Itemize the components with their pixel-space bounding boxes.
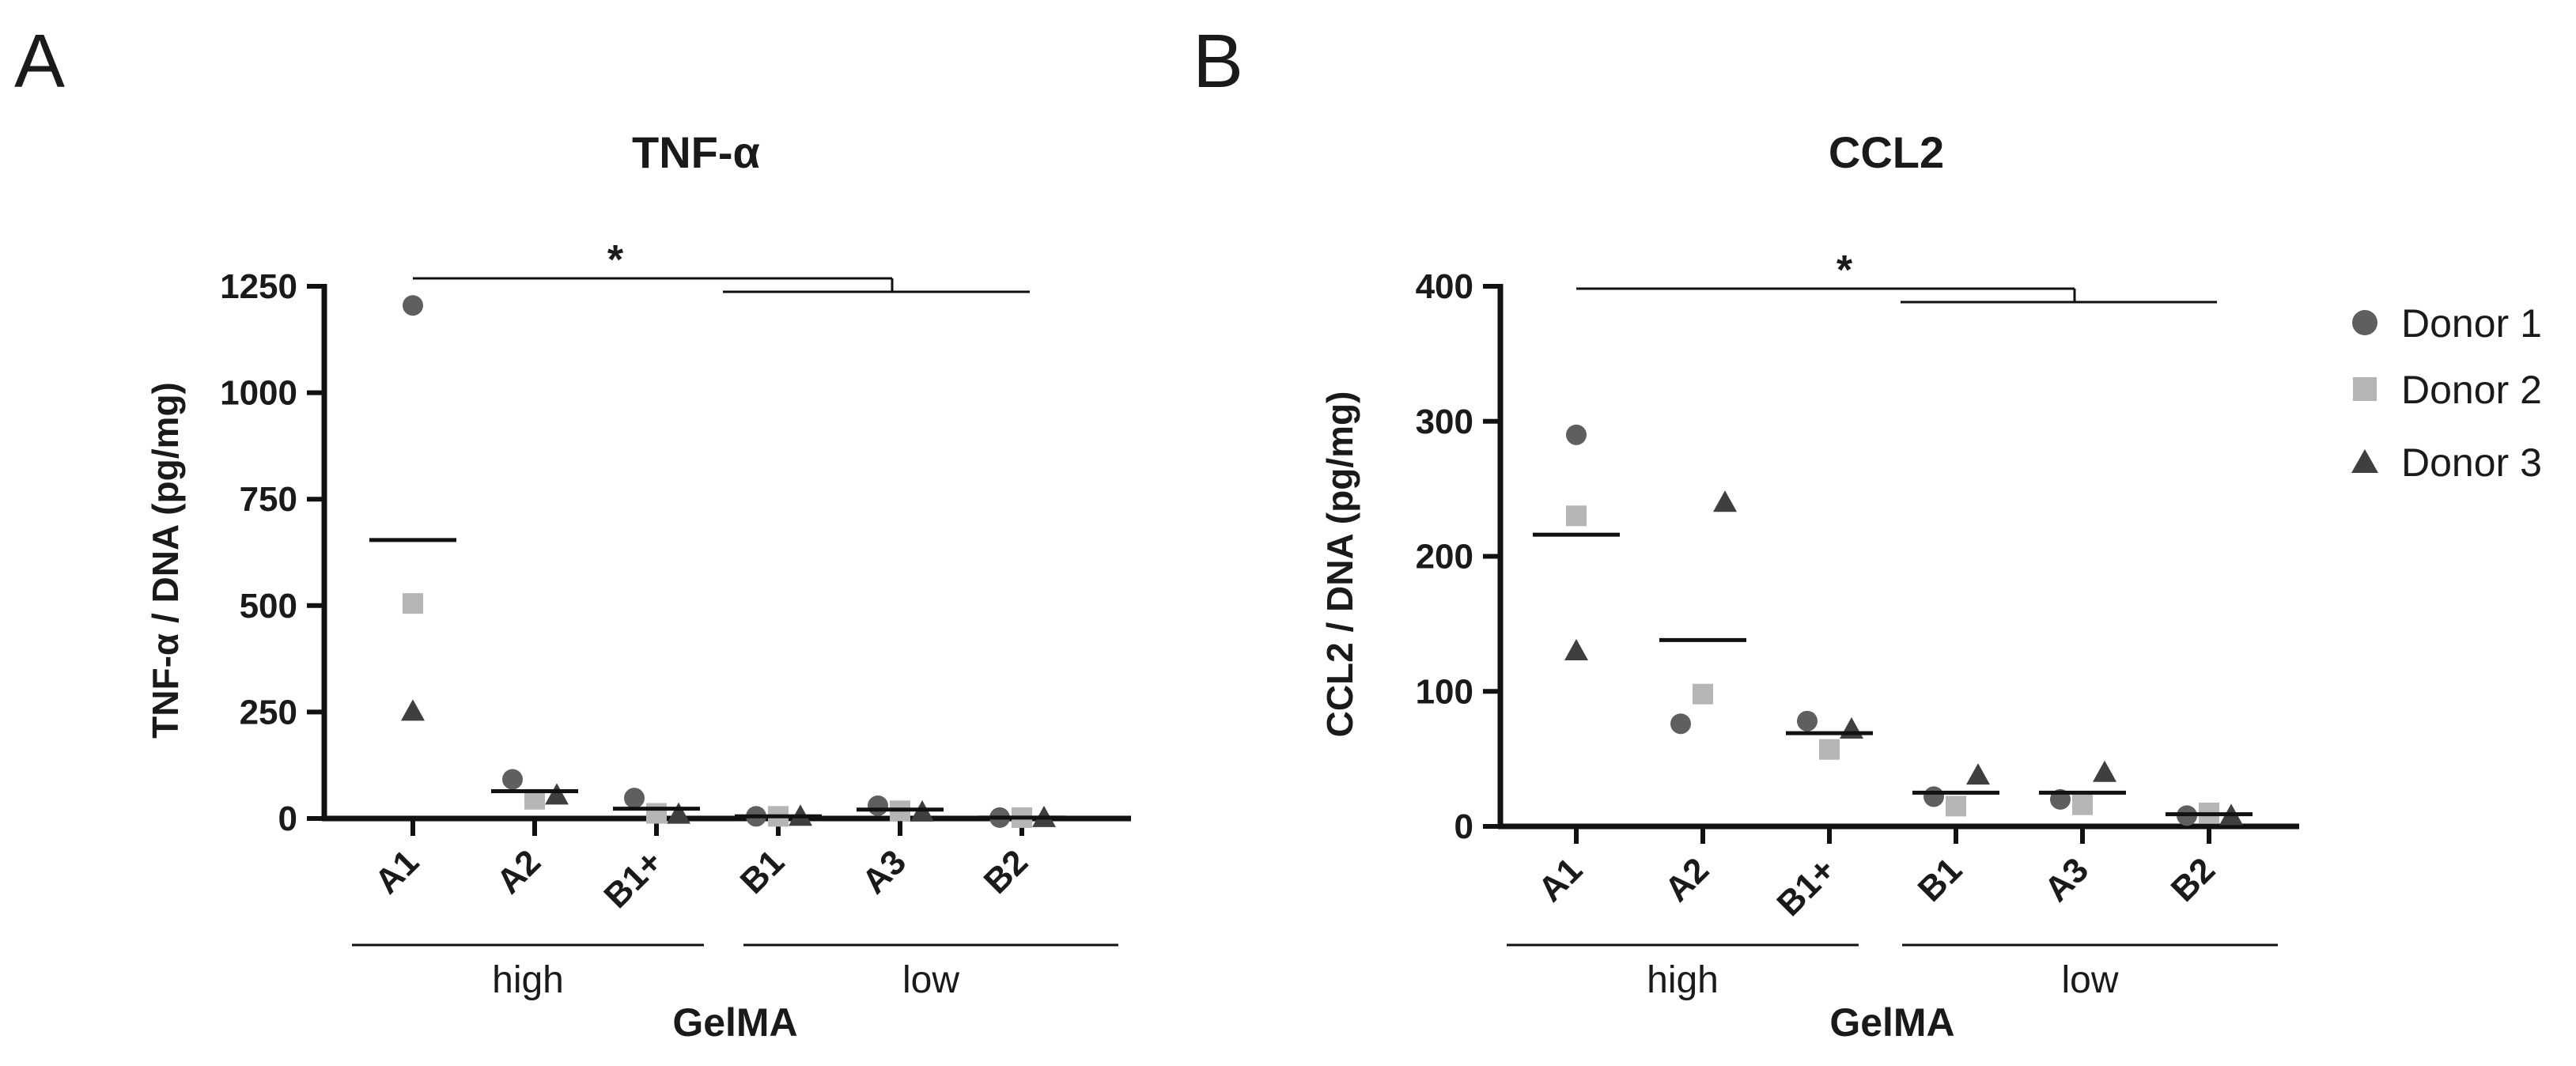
data-point-donor-3	[1713, 490, 1737, 512]
legend-marker-circle-icon	[2352, 310, 2377, 335]
legend-entry-donor-1: Donor 1	[2352, 301, 2542, 346]
x-tick-label: A3	[2037, 850, 2096, 909]
y-axis-label: CCL2 / DNA (pg/mg)	[1319, 391, 1360, 738]
group-label: low	[902, 959, 959, 1001]
x-tick-label: A2	[1658, 850, 1716, 909]
x-tick-label: A1	[1531, 850, 1590, 909]
legend-entry-donor-3: Donor 3	[2351, 440, 2542, 485]
legend: Donor 1 Donor 2 Donor 3	[2351, 301, 2542, 485]
data-point-donor-3	[1564, 639, 1588, 661]
x-tick-label: A1	[368, 842, 426, 901]
x-tick-label: B1+	[1769, 850, 1843, 924]
y-tick-label: 0	[1454, 807, 1473, 846]
x-tick-label: B1	[733, 842, 792, 901]
data-point-donor-2	[2072, 794, 2093, 815]
y-axis-label: TNF-α / DNA (pg/mg)	[145, 382, 186, 739]
x-axis-label: GelMA	[1829, 1000, 1954, 1045]
group-label: high	[1647, 959, 1719, 1001]
significance-star: *	[1836, 248, 1853, 293]
y-tick-label: 200	[1416, 538, 1473, 576]
y-tick-label: 100	[1416, 672, 1473, 711]
x-tick-label: B2	[2164, 850, 2222, 909]
group-label: high	[492, 959, 564, 1001]
legend-label-donor-3: Donor 3	[2401, 440, 2542, 485]
y-tick-label: 500	[240, 587, 297, 626]
x-tick-label: A2	[490, 842, 548, 901]
legend-marker-triangle-icon	[2351, 449, 2378, 473]
y-tick-label: 300	[1416, 403, 1473, 441]
data-point-donor-2	[1566, 505, 1587, 527]
data-point-donor-2	[646, 803, 667, 824]
x-axis-label: GelMA	[672, 1000, 797, 1045]
y-tick-label: 750	[240, 480, 297, 519]
data-point-donor-3	[1966, 763, 1990, 785]
data-point-donor-2	[1819, 739, 1840, 760]
legend-label-donor-1: Donor 1	[2401, 301, 2542, 346]
data-point-donor-2	[1693, 683, 1713, 705]
data-point-donor-2	[403, 593, 423, 614]
legend-marker-square-icon	[2353, 377, 2377, 401]
y-tick-label: 1000	[220, 374, 297, 413]
panel-letter-b: B	[1193, 19, 1243, 104]
ccl2-chart: CCL2 0 100 200 300 400 CCL2 / DNA (pg/mg) A1 A2 B…	[1319, 127, 2299, 1045]
x-tick-label: B1+	[596, 842, 670, 916]
data-point-donor-3	[545, 783, 569, 805]
legend-label-donor-2: Donor 2	[2401, 368, 2542, 412]
data-point-donor-1	[502, 769, 523, 790]
x-tick-label: A3	[855, 842, 914, 901]
significance-star: *	[607, 237, 624, 283]
y-tick-label: 250	[240, 693, 297, 731]
x-tick-label: B2	[977, 842, 1035, 901]
group-label: low	[2061, 959, 2118, 1001]
data-point-donor-3	[667, 802, 690, 824]
data-point-donor-1	[1670, 713, 1691, 735]
data-point-donor-2	[1946, 796, 1966, 817]
legend-entry-donor-2: Donor 2	[2353, 368, 2542, 412]
data-point-donor-1	[1797, 710, 1818, 731]
data-point-donor-1	[868, 795, 888, 816]
data-point-donor-1	[403, 295, 423, 316]
y-tick-label: 0	[278, 800, 297, 838]
data-point-donor-3	[1840, 717, 1863, 739]
chart-title: TNF-α	[632, 127, 760, 177]
data-point-donor-1	[1923, 786, 1944, 807]
y-tick-label: 400	[1416, 267, 1473, 306]
data-point-donor-1	[624, 788, 645, 809]
y-tick-label: 1250	[220, 267, 297, 306]
data-point-donor-3	[401, 699, 425, 721]
x-tick-label: B1	[1911, 850, 1969, 909]
tnf-alpha-chart: TNF-α 0 250 500 750 1000 1250 TNF-α / DNA (pg/m…	[145, 127, 1131, 1045]
panel-letter-a: A	[14, 19, 65, 104]
data-point-donor-1	[1566, 424, 1587, 445]
chart-title: CCL2	[1829, 127, 1944, 177]
data-point-donor-3	[2093, 760, 2116, 782]
